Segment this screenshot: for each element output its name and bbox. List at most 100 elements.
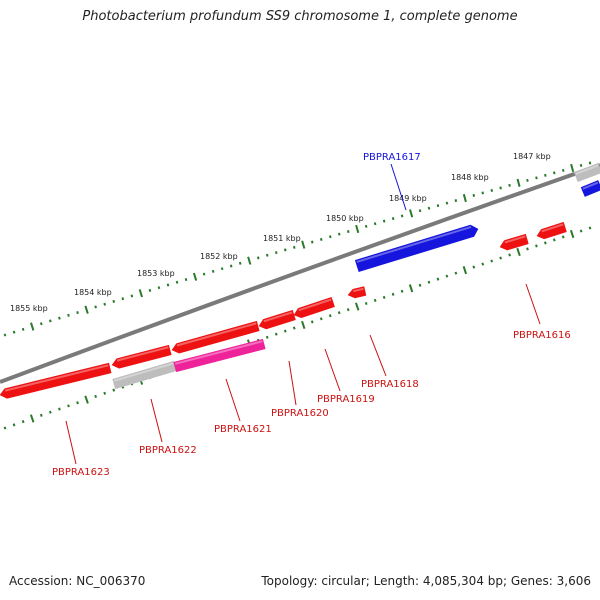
inner-tick-minor: [552, 238, 556, 242]
outer-tick-minor: [49, 319, 52, 323]
outer-tick-minor: [561, 168, 565, 172]
outer-tick-minor: [175, 280, 179, 284]
leader-pbpra1618: [369, 334, 387, 377]
outer-tick-minor: [121, 297, 125, 301]
outer-tick-minor: [112, 299, 116, 303]
inner-tick-minor: [472, 265, 476, 269]
inner-tick-major: [354, 302, 360, 311]
chromosome-backbone: [0, 163, 600, 384]
outer-tick-minor: [76, 311, 79, 315]
inner-tick-minor: [319, 317, 323, 321]
accession-text: Accession: NC_006370: [9, 574, 146, 588]
outer-tick-minor: [202, 272, 206, 276]
gene-arrow-pbpra1619[interactable]: [293, 296, 335, 319]
gene-arrow-pbpra1623[interactable]: [0, 362, 112, 399]
outer-tick-track: [3, 161, 592, 337]
inner-tick-minor: [21, 420, 25, 424]
inner-tick-major: [301, 320, 306, 330]
outer-tick-minor: [427, 206, 431, 210]
outer-tick-minor: [58, 316, 61, 320]
outer-tick-minor: [454, 199, 458, 203]
genome-summary-text: Topology: circular; Length: 4,085,304 bp…: [261, 574, 591, 588]
gene-arrow-pbpra1621-top-shine: [176, 322, 257, 347]
outer-tick-minor: [274, 251, 278, 255]
kbp-label-1849: 1849 kbp: [389, 194, 427, 203]
gene-label-pbpra1622[interactable]: PBPRA1622: [139, 445, 197, 456]
inner-tick-minor: [48, 410, 52, 414]
outer-tick-minor: [373, 222, 377, 226]
gene-arrow-pbpra1621-top[interactable]: [171, 320, 260, 354]
outer-tick-minor: [94, 305, 97, 309]
leader-pbpra1617: [390, 163, 407, 211]
gene-arrow-pbpra1616-a[interactable]: [499, 233, 529, 251]
gene-arrow-pbpra1616-a-shine: [504, 235, 526, 244]
outer-tick-minor: [337, 232, 341, 236]
outer-tick-major: [462, 193, 467, 203]
gene-label-pbpra1620[interactable]: PBPRA1620: [271, 408, 329, 419]
leader-pbpra1621: [225, 378, 241, 422]
gene-arrow-pbpra1622[interactable]: [112, 360, 177, 390]
outer-tick-minor: [391, 217, 395, 221]
kbp-label-1854: 1854 kbp: [74, 288, 112, 297]
leader-pbpra1619: [324, 348, 341, 392]
outer-tick-minor: [184, 278, 188, 282]
outer-tick-major: [570, 163, 575, 173]
outer-tick-minor: [382, 219, 386, 223]
inner-tick-minor: [490, 259, 494, 263]
outer-tick-minor: [157, 286, 161, 290]
gene-arrow-edge-blue[interactable]: [580, 180, 600, 197]
kbp-label-1850: 1850 kbp: [326, 214, 364, 223]
inner-tick-minor: [3, 426, 7, 430]
leader-pbpra1622: [150, 398, 163, 443]
outer-tick-minor: [67, 313, 70, 317]
inner-tick-minor: [94, 394, 98, 399]
gene-label-pbpra1616[interactable]: PBPRA1616: [513, 330, 571, 341]
outer-tick-minor: [472, 193, 476, 198]
inner-tick-minor: [364, 301, 368, 306]
inner-tick-minor: [445, 274, 449, 278]
outer-tick-major: [301, 240, 306, 249]
gene-arrow-pbpra1622-top[interactable]: [111, 344, 172, 369]
outer-tick-minor: [211, 269, 215, 273]
inner-tick-minor: [337, 311, 341, 315]
gene-arrow-pbpra1616-b[interactable]: [536, 221, 567, 240]
gene-arrow-pbpra1618[interactable]: [347, 286, 367, 299]
gene-label-pbpra1619[interactable]: PBPRA1619: [317, 394, 375, 405]
kbp-label-1852: 1852 kbp: [200, 252, 238, 261]
inner-tick-minor: [427, 280, 431, 284]
gene-label-pbpra1618[interactable]: PBPRA1618: [361, 379, 419, 390]
outer-tick-minor: [166, 283, 170, 287]
outer-tick-major: [192, 272, 198, 281]
gene-arrow-edge-grey[interactable]: [573, 162, 600, 183]
inner-tick-minor: [481, 262, 485, 266]
gene-arrow-pbpra1621[interactable]: [173, 338, 266, 373]
gene-label-pbpra1623[interactable]: PBPRA1623: [52, 467, 110, 478]
outer-tick-minor: [346, 230, 350, 234]
outer-tick-major: [247, 256, 252, 265]
inner-tick-minor: [508, 253, 511, 257]
inner-tick-minor: [454, 271, 458, 275]
inner-tick-minor: [310, 320, 314, 324]
inner-tick-track: [3, 226, 592, 430]
outer-tick-minor: [319, 237, 323, 241]
gene-arrow-pbpra1617[interactable]: [354, 224, 479, 273]
inner-tick-major: [408, 284, 414, 293]
gene-label-pbpra1621[interactable]: PBPRA1621: [214, 424, 272, 435]
outer-tick-minor: [292, 245, 296, 249]
inner-tick-minor: [400, 289, 404, 293]
outer-tick-minor: [499, 186, 502, 190]
outer-tick-major: [30, 322, 35, 331]
inner-tick-minor: [265, 335, 269, 339]
outer-tick-minor: [328, 235, 332, 239]
inner-tick-minor: [112, 388, 116, 392]
inner-tick-minor: [418, 283, 422, 287]
inner-tick-minor: [67, 404, 70, 408]
gene-label-pbpra1617[interactable]: PBPRA1617: [363, 152, 421, 163]
inner-tick-minor: [346, 308, 350, 312]
outer-tick-minor: [238, 261, 242, 265]
outer-tick-minor: [130, 294, 134, 298]
outer-tick-major: [138, 289, 143, 298]
outer-tick-major: [84, 305, 89, 314]
inner-tick-minor: [58, 407, 61, 411]
inner-tick-minor: [292, 326, 296, 330]
